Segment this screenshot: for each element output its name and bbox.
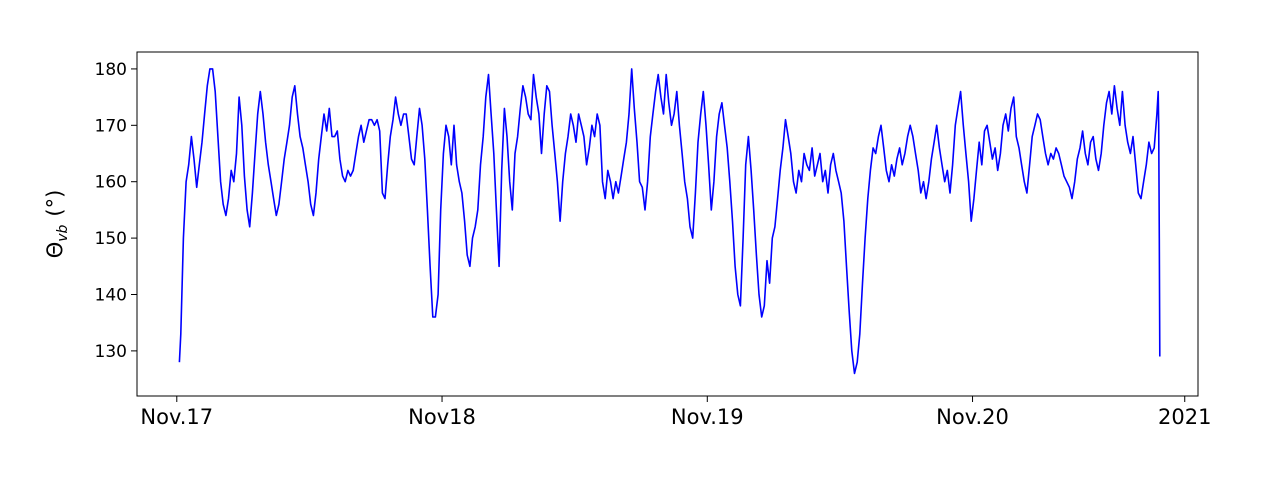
x-tick-label: 2021: [1158, 405, 1211, 429]
x-tick-label: Nov.20: [936, 405, 1009, 429]
y-tick-label: 160: [95, 173, 127, 193]
y-tick-label: 140: [95, 285, 127, 305]
y-tick-label: 130: [95, 342, 127, 362]
x-tick-label: Nov.19: [671, 405, 744, 429]
y-tick-label: 150: [95, 229, 127, 249]
x-tick-label: Nov18: [408, 405, 476, 429]
y-axis-label-symbol: Θ: [43, 242, 67, 259]
series-line: [178, 68, 1161, 375]
y-axis-label: Θvb (°): [43, 190, 71, 259]
y-axis-label-subscript: vb: [55, 224, 71, 241]
y-tick-label: 180: [95, 60, 127, 80]
y-tick-label: 170: [95, 116, 127, 136]
y-axis: 130 140 150 160 170 180: [95, 60, 137, 362]
x-axis: Nov.17 Nov18 Nov.19 Nov.20 2021: [140, 396, 1211, 429]
x-tick-label: Nov.17: [140, 405, 213, 429]
series-layer: [178, 68, 1161, 375]
plot-area-frame: [136, 51, 1199, 397]
y-axis-label-unit: (°): [43, 190, 67, 217]
